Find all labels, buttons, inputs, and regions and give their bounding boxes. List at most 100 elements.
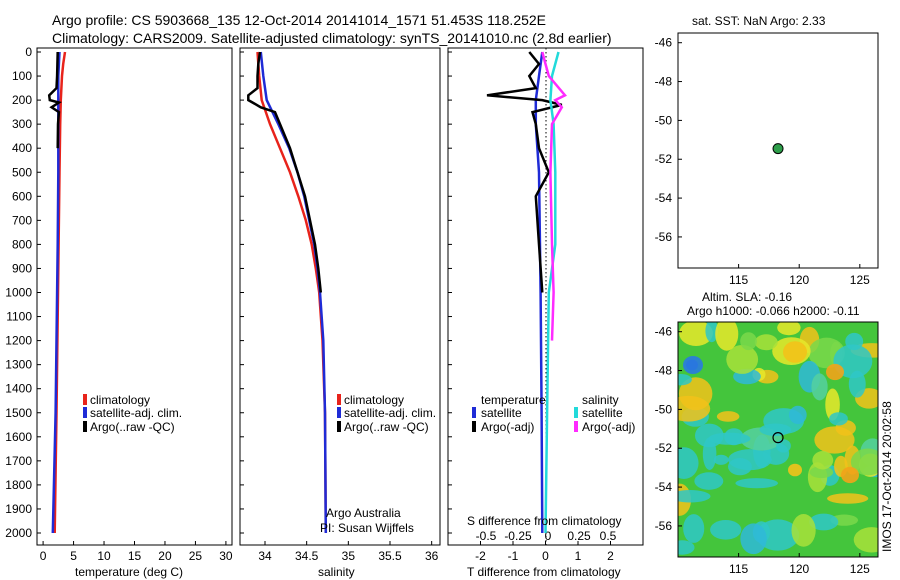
x-tick-label: -2	[475, 549, 486, 563]
sla-cell	[841, 466, 859, 484]
sla-map-frame	[677, 321, 879, 558]
s-diff-tick-label: 0	[545, 529, 552, 543]
s-diff-tick-label: -0.25	[504, 529, 532, 543]
difference-lines	[486, 51, 567, 534]
sla-cell	[728, 458, 752, 476]
map-x-tick-label: 120	[789, 562, 809, 576]
sla-cell	[850, 448, 878, 476]
s-diff-argo-line	[541, 51, 567, 341]
sla-cell	[678, 373, 692, 386]
s-difference-label: S difference from climatology	[467, 514, 622, 528]
depth-tick-label: 1400	[5, 382, 32, 396]
sla-cell	[678, 540, 695, 555]
sla-cell	[740, 523, 767, 555]
x-tick-label: 1	[575, 549, 582, 563]
sla-cell	[814, 426, 855, 454]
sst-map-panel: sat. SST: NaN Argo: 2.33 115 120 125 -46 -48…	[655, 14, 879, 287]
t-diff-satellite-line	[534, 51, 544, 534]
x-tick-label: 0	[40, 549, 47, 563]
sla-cell	[788, 463, 802, 477]
legend-swatch-s-argo	[574, 421, 578, 432]
legend-title-salinity: salinity	[582, 393, 619, 407]
temperature-legend: climatology satellite-adj. clim. Argo(..…	[83, 393, 182, 434]
sla-map-ticks: 115 120 125 -46 -48 -50 -52 -54 -56	[655, 325, 870, 576]
depth-tick-label: 200	[12, 93, 32, 107]
s-diff-satellite-line	[544, 51, 560, 534]
sla-cell	[754, 334, 778, 351]
depth-tick-label: 2000	[5, 526, 32, 540]
legend-label-t-argo: Argo(-adj)	[481, 420, 534, 434]
sla-cell	[788, 405, 807, 425]
sla-cell	[679, 322, 713, 346]
legend-swatch-climatology	[337, 394, 341, 405]
legend-title-temperature: temperature	[481, 393, 546, 407]
x-tick-label: 35	[342, 549, 356, 563]
sla-cell	[829, 412, 848, 426]
s-diff-tick-label: -0.5	[476, 529, 497, 543]
legend-swatch-climatology	[83, 394, 87, 405]
legend-swatch-argo	[83, 421, 87, 432]
depth-tick-label: 500	[12, 165, 32, 179]
legend-label-s-satellite: satellite	[582, 406, 623, 420]
x-tick-label: 30	[219, 549, 233, 563]
sla-cell	[694, 472, 724, 490]
sst-map-title: sat. SST: NaN Argo: 2.33	[692, 14, 826, 28]
map-y-tick-label: -54	[655, 480, 673, 494]
sla-cell	[715, 322, 739, 351]
legend-swatch-satellite	[337, 407, 341, 418]
depth-tick-label: 1600	[5, 430, 32, 444]
sst-map-ticks: 115 120 125 -46 -48 -50 -52 -54 -56	[655, 36, 870, 287]
temperature-xlabel: temperature (deg C)	[75, 565, 183, 579]
sla-cell	[710, 519, 742, 540]
sla-map-subtitle: Argo h1000: -0.066 h2000: -0.11	[687, 304, 860, 318]
map-y-tick-label: -52	[655, 152, 673, 166]
map-x-tick-label: 120	[789, 273, 809, 287]
salinity-legend: climatology satellite-adj. clim. Argo(..…	[337, 393, 436, 434]
sla-map-panel: Altim. SLA: -0.16 Argo h1000: -0.066 h20…	[655, 290, 894, 576]
s-diff-tick-label: 0.25	[567, 529, 591, 543]
argo-line	[47, 51, 62, 149]
x-tick-label: 10	[97, 549, 111, 563]
difference-top-ticks: -0.5 -0.25 0 0.25 0.5	[476, 529, 617, 543]
depth-tick-label: 1700	[5, 454, 32, 468]
map-x-tick-label: 115	[729, 562, 748, 576]
depth-tick-label: 700	[12, 213, 32, 227]
sla-heatmap	[678, 322, 878, 557]
sla-map-title: Altim. SLA: -0.16	[702, 290, 792, 304]
imos-timestamp-label: IMOS 17-Oct-2014 20:02:58	[880, 401, 894, 552]
sla-cell	[735, 478, 779, 489]
depth-tick-label: 1300	[5, 358, 32, 372]
temperature-lines	[47, 51, 67, 534]
temperature-x-ticks: 0 5 10 15 20 25 30	[40, 541, 233, 563]
sla-cell	[791, 514, 816, 547]
x-tick-label: 25	[189, 549, 203, 563]
sla-cell	[809, 466, 834, 479]
sla-cell	[726, 344, 759, 374]
legend-label-satellite: satellite-adj. clim.	[344, 406, 436, 420]
sla-cell	[783, 341, 807, 363]
difference-panel: -2 -1 0 1 2 -0.5 -0.25 0 0.25 0.5 S difference f…	[447, 47, 644, 579]
legend-label-t-satellite: satellite	[481, 406, 522, 420]
sla-cell	[740, 332, 757, 351]
x-tick-label: 34	[258, 549, 272, 563]
sla-cell	[708, 432, 751, 445]
credit-pi: PI: Susan Wijffels	[320, 521, 414, 535]
sla-cell	[705, 322, 719, 343]
x-tick-label: 35.5	[378, 549, 402, 563]
sla-cell	[678, 490, 711, 503]
sla-cell	[683, 356, 703, 374]
x-tick-label: -1	[508, 549, 519, 563]
sla-cell	[678, 377, 713, 411]
map-x-tick-label: 125	[850, 562, 870, 576]
t-diff-argo-line	[486, 51, 563, 293]
sla-cell	[683, 514, 705, 543]
depth-tick-label: 1100	[6, 310, 32, 324]
depth-tick-label: 100	[12, 69, 32, 83]
map-y-tick-label: -52	[655, 441, 673, 455]
temperature-panel: 0100200300400500600700800900100011001200…	[5, 45, 233, 579]
difference-x-ticks: -2 -1 0 1 2	[475, 541, 614, 563]
map-y-tick-label: -50	[655, 402, 673, 416]
sla-cell	[853, 527, 878, 553]
legend-swatch-t-argo	[472, 421, 476, 432]
